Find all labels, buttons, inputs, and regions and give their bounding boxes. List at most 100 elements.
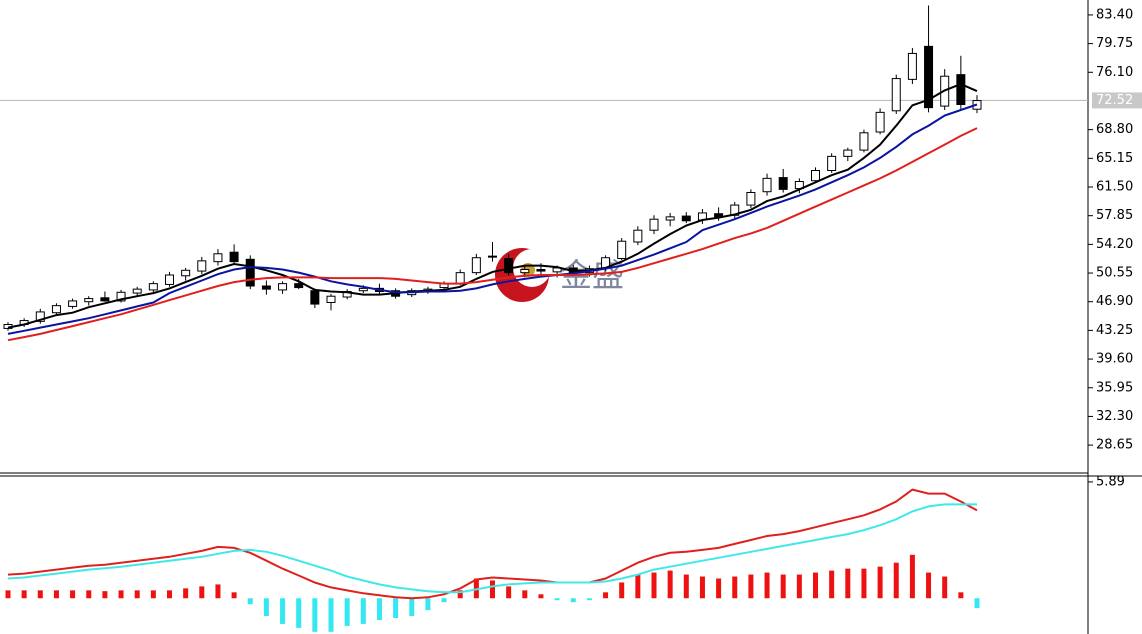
histogram-bar bbox=[312, 598, 318, 632]
last-price-box bbox=[1092, 92, 1142, 109]
candle-body bbox=[891, 78, 901, 112]
candle-body bbox=[907, 52, 917, 80]
histogram-bar bbox=[619, 582, 625, 599]
candle-body bbox=[310, 290, 320, 305]
y-tick-label: 35.95 bbox=[1096, 380, 1133, 395]
histogram-bar bbox=[796, 574, 802, 599]
histogram-bar bbox=[926, 572, 932, 599]
histogram-bar bbox=[958, 592, 964, 599]
indicator-line bbox=[7, 488, 978, 600]
candle-body bbox=[778, 177, 788, 190]
candle-body bbox=[51, 305, 61, 314]
histogram-bar bbox=[247, 598, 253, 605]
histogram-bar bbox=[21, 590, 27, 599]
candle-body bbox=[132, 288, 142, 294]
candle-body bbox=[358, 287, 368, 292]
histogram-bar bbox=[296, 598, 302, 628]
histogram-bar bbox=[861, 568, 867, 599]
candle-body bbox=[148, 283, 158, 291]
y-tick-label: 28.65 bbox=[1096, 438, 1133, 453]
y-tick-label: 68.80 bbox=[1096, 122, 1133, 137]
last-price-label: 72.52 bbox=[1096, 93, 1133, 108]
candle-body bbox=[633, 229, 643, 243]
histogram-bar bbox=[635, 574, 641, 599]
histogram-bar bbox=[102, 591, 108, 599]
candle-body bbox=[811, 170, 820, 182]
histogram-bar bbox=[490, 580, 495, 599]
histogram-bar bbox=[651, 572, 657, 599]
candle-body bbox=[116, 291, 126, 302]
histogram-bar bbox=[554, 598, 560, 601]
histogram-bar bbox=[764, 572, 770, 599]
candle-body bbox=[294, 283, 304, 289]
candle-body bbox=[278, 283, 288, 291]
indicator-line bbox=[7, 83, 978, 329]
histogram-bar bbox=[150, 590, 156, 599]
histogram-bar bbox=[732, 576, 738, 599]
histogram-bar bbox=[376, 598, 382, 620]
candle-body bbox=[471, 257, 481, 274]
candle-body bbox=[213, 253, 223, 263]
candle-body bbox=[956, 74, 966, 106]
y-tick-label: 65.15 bbox=[1096, 151, 1133, 166]
histogram-bar bbox=[215, 584, 221, 599]
y-tick-label: 46.90 bbox=[1096, 294, 1133, 309]
histogram-bar bbox=[280, 598, 286, 624]
histogram-bar bbox=[167, 590, 172, 599]
candle-body bbox=[746, 192, 756, 206]
histogram-bar bbox=[829, 570, 835, 599]
histogram-bar bbox=[570, 598, 576, 603]
candle-body bbox=[100, 297, 110, 302]
candle-body bbox=[455, 272, 465, 285]
y-tick-label: 79.75 bbox=[1096, 36, 1133, 51]
histogram-bar bbox=[53, 590, 59, 599]
histogram-bar bbox=[667, 570, 673, 599]
candle-body bbox=[165, 274, 174, 285]
histogram-bar bbox=[86, 590, 92, 599]
histogram-bar bbox=[603, 592, 609, 599]
candle-body bbox=[843, 149, 853, 157]
histogram-bar bbox=[183, 588, 189, 599]
y-tick-label: 83.40 bbox=[1096, 7, 1133, 22]
histogram-bar bbox=[118, 590, 124, 599]
histogram-bar bbox=[441, 598, 447, 603]
histogram-bar bbox=[699, 576, 705, 599]
histogram-bar bbox=[974, 598, 980, 609]
candle-body bbox=[84, 298, 94, 303]
y-tick-label: 57.85 bbox=[1096, 208, 1133, 223]
histogram-bar bbox=[813, 572, 818, 599]
candle-body bbox=[536, 269, 546, 272]
candle-body bbox=[665, 216, 675, 221]
y-tick-label: 43.25 bbox=[1096, 323, 1133, 338]
histogram-bar bbox=[506, 586, 512, 599]
candle-body bbox=[245, 258, 255, 287]
histogram-bar bbox=[37, 590, 43, 599]
histogram-bar bbox=[586, 598, 592, 601]
candle-body bbox=[488, 255, 497, 258]
histogram-bar bbox=[909, 554, 915, 599]
histogram-bar bbox=[328, 598, 334, 632]
histogram-bar bbox=[457, 590, 463, 599]
y-tick-label: 76.10 bbox=[1096, 65, 1133, 80]
y-tick-label: 39.60 bbox=[1096, 352, 1133, 367]
histogram-bar bbox=[409, 598, 415, 617]
histogram-bar bbox=[393, 598, 399, 619]
histogram-bar bbox=[942, 576, 948, 599]
candle-body bbox=[859, 132, 869, 151]
indicator-line bbox=[7, 127, 978, 342]
histogram-bar bbox=[845, 568, 851, 599]
candle-body bbox=[326, 295, 336, 304]
histogram-bar bbox=[360, 598, 366, 624]
candle-body bbox=[924, 45, 934, 109]
candle-body bbox=[617, 240, 627, 259]
histogram-bar bbox=[893, 562, 899, 599]
histogram-bar bbox=[5, 590, 11, 599]
y-tick-label: 61.50 bbox=[1096, 180, 1133, 195]
candle-body bbox=[68, 300, 78, 307]
histogram-bar bbox=[522, 590, 528, 599]
histogram-bar bbox=[70, 590, 76, 599]
candle-body bbox=[649, 218, 659, 231]
histogram-bar bbox=[538, 594, 544, 599]
y-tick-label: 50.55 bbox=[1096, 266, 1133, 281]
